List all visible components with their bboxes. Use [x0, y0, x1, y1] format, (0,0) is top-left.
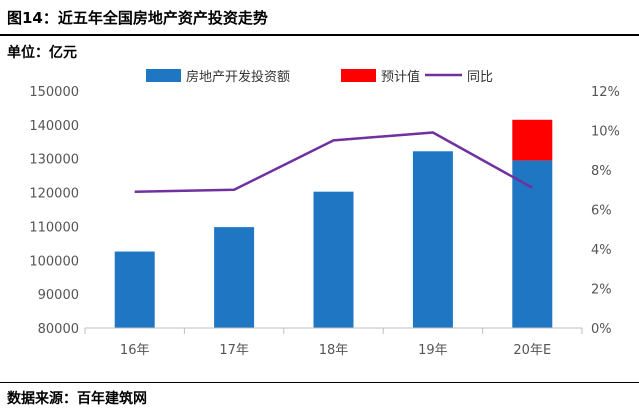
y-tick-label: 140000: [29, 119, 79, 134]
y2-tick-label: 6%: [591, 204, 612, 219]
legend-swatch-investment: [146, 69, 181, 82]
x-tick-label: 17年: [219, 343, 249, 358]
footer-rule: [0, 382, 639, 383]
unit-label: 单位：亿元: [7, 45, 77, 61]
bar-4: [512, 160, 553, 328]
y-tick-label: 100000: [29, 254, 79, 269]
bar-3: [412, 151, 453, 328]
y2-tick-label: 10%: [591, 125, 620, 140]
bar-0: [114, 251, 155, 328]
y-tick-label: 110000: [29, 220, 79, 235]
x-tick-label: 16年: [120, 343, 150, 358]
legend: 房地产开发投资额 预计值 同比: [146, 69, 493, 85]
y2-tick-label: 2%: [591, 283, 612, 298]
x-axis-ticks: 16年 17年 18年 19年 20年E: [120, 343, 551, 358]
y-axis-ticks: 150000 140000 130000 120000 110000 100000 9000…: [29, 85, 79, 337]
source-note: 数据来源：百年建筑网: [7, 391, 147, 407]
y2-tick-label: 0%: [591, 322, 612, 337]
axes: [84, 327, 583, 334]
forecast-bar-4: [512, 119, 553, 161]
legend-label-forecast: 预计值: [381, 69, 420, 85]
y-tick-label: 130000: [29, 153, 79, 168]
bar-2: [313, 191, 354, 328]
y2-tick-label: 4%: [591, 243, 612, 258]
y2-tick-label: 8%: [591, 164, 612, 179]
legend-swatch-forecast: [341, 69, 376, 82]
x-tick-label: 19年: [418, 343, 448, 358]
y-tick-label: 150000: [29, 85, 79, 100]
title-rule: [0, 34, 639, 36]
y2-axis-ticks: 12% 10% 8% 6% 4% 2% 0%: [591, 85, 620, 337]
chart-title: 图14：近五年全国房地产资产投资走势: [7, 9, 268, 27]
yoy-line: [134, 131, 533, 193]
x-tick-label: 18年: [319, 343, 349, 358]
legend-label-investment: 房地产开发投资额: [186, 69, 290, 85]
bar-1: [214, 227, 255, 328]
y2-tick-label: 12%: [591, 85, 620, 100]
bars: [114, 119, 553, 328]
yoy-series-line: [134, 131, 533, 193]
x-tick-label: 20年E: [513, 343, 551, 358]
legend-label-yoy: 同比: [467, 70, 493, 85]
y-tick-label: 90000: [38, 288, 79, 303]
y-tick-label: 120000: [29, 187, 79, 202]
y-tick-label: 80000: [38, 322, 79, 337]
